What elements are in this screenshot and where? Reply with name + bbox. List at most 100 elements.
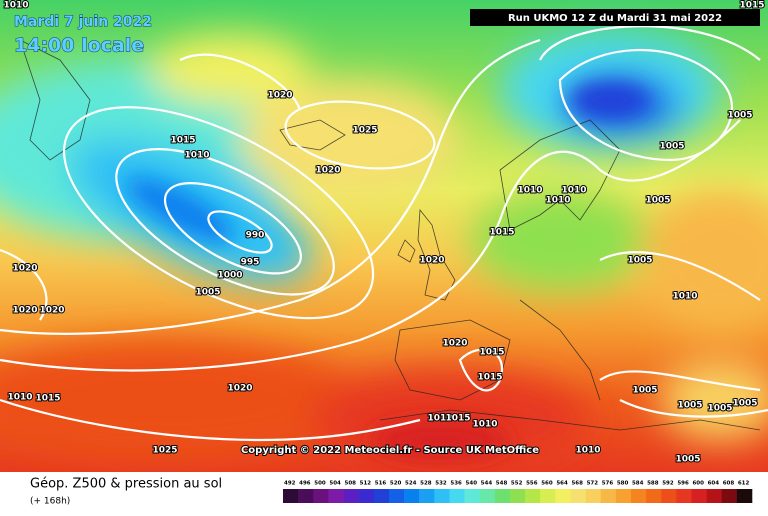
colorbar-cell bbox=[509, 489, 526, 503]
isobar-label: 1015 bbox=[739, 1, 764, 11]
colorbar-label: 560 bbox=[541, 481, 553, 487]
colorbar-label: 536 bbox=[450, 481, 462, 487]
colorbar-label: 512 bbox=[360, 481, 372, 487]
isobar bbox=[539, 25, 761, 61]
coastline bbox=[379, 409, 761, 431]
colorbar-cell bbox=[358, 489, 375, 503]
isobar bbox=[284, 100, 436, 170]
colorbar-cell bbox=[328, 489, 344, 503]
field-blobs bbox=[0, 30, 768, 470]
isobar-label: 1025 bbox=[152, 446, 177, 456]
field-blob bbox=[126, 177, 234, 243]
isobar-label: 1020 bbox=[39, 306, 64, 316]
isobar-label: 1010 bbox=[184, 151, 209, 161]
isobar-label: 1020 bbox=[12, 264, 37, 274]
isobar-label: 1010 bbox=[561, 186, 586, 196]
colorbar-label: 524 bbox=[405, 481, 417, 487]
isobar-label: 1020 bbox=[227, 384, 252, 394]
field-blob bbox=[640, 190, 768, 330]
isobar bbox=[619, 399, 768, 418]
colorbar-cell bbox=[494, 489, 511, 503]
isobar bbox=[0, 119, 741, 372]
copyright: Copyright © 2022 Meteociel.fr - Source U… bbox=[241, 445, 539, 456]
colorbar-label: 508 bbox=[345, 481, 357, 487]
isobar bbox=[458, 348, 503, 392]
coastline bbox=[519, 299, 601, 401]
isobar-label: 1010 bbox=[575, 446, 600, 456]
colorbar-label: 608 bbox=[723, 481, 735, 487]
isobar-label: 1010 bbox=[672, 292, 697, 302]
colorbar-cell bbox=[570, 489, 586, 503]
isobar-label: 1005 bbox=[627, 256, 652, 266]
colorbar-label: 580 bbox=[617, 481, 629, 487]
isobar-label: 1020 bbox=[12, 306, 37, 316]
colorbar-label: 556 bbox=[526, 481, 538, 487]
colorbar-cell bbox=[283, 489, 299, 503]
coastline bbox=[397, 239, 416, 263]
isobar-label: 1010 bbox=[517, 186, 542, 196]
isobar-label: 1015 bbox=[35, 394, 60, 404]
legend-subtitle: (+ 168h) bbox=[30, 497, 70, 507]
isobar-label: 1020 bbox=[267, 91, 292, 101]
isobar-label: 1020 bbox=[419, 256, 444, 266]
field-blob bbox=[570, 82, 650, 118]
colorbar-cell bbox=[721, 489, 738, 503]
isobar bbox=[62, 106, 375, 320]
forecast-time: 14:00 locale bbox=[14, 35, 144, 57]
field-cores bbox=[126, 82, 650, 460]
colorbar-cell bbox=[691, 489, 707, 503]
colorbar: 492 496 500 504 508 512 516 520 524 528 532 536 540 5… bbox=[283, 481, 753, 503]
colorbar-label: 576 bbox=[602, 481, 614, 487]
colorbar-label: 588 bbox=[647, 481, 659, 487]
colorbar-cell bbox=[706, 489, 723, 503]
colorbar-cell bbox=[404, 489, 420, 503]
isobar-label: 1010 bbox=[7, 393, 32, 403]
colorbar-cell bbox=[600, 489, 617, 503]
isobar-label: 1005 bbox=[645, 196, 670, 206]
forecast-date: Mardi 7 juin 2022 bbox=[14, 14, 152, 30]
colorbar-label: 504 bbox=[329, 481, 341, 487]
colorbar-cell bbox=[479, 489, 496, 503]
colorbar-label: 584 bbox=[632, 481, 644, 487]
colorbar-cell bbox=[464, 489, 480, 503]
isobar-label: 1000 bbox=[217, 271, 242, 281]
isobar-label: 1015 bbox=[445, 414, 470, 424]
isobar-labels: 1010 101510201025101510101020990995100010… bbox=[2, 0, 765, 466]
colorbar-cell bbox=[540, 489, 556, 503]
run-info: Run UKMO 12 Z du Mardi 31 mai 2022 bbox=[508, 13, 722, 24]
colorbar-cell bbox=[646, 489, 662, 503]
isobar bbox=[163, 181, 302, 275]
field-blob bbox=[370, 420, 510, 460]
isobar-label: 1015 bbox=[489, 228, 514, 238]
isobars bbox=[0, 25, 768, 442]
colorbar-label: 528 bbox=[420, 481, 432, 487]
colorbar-label: 516 bbox=[375, 481, 387, 487]
isobar bbox=[558, 48, 733, 162]
isobar-label: 1010 bbox=[472, 420, 497, 430]
coastline bbox=[279, 119, 346, 151]
coastlines bbox=[19, 39, 761, 431]
isobar-label: 1015 bbox=[477, 373, 502, 383]
isobar bbox=[115, 148, 335, 296]
field-blob bbox=[150, 35, 310, 105]
isobar bbox=[0, 38, 541, 335]
colorbar-label: 544 bbox=[481, 481, 493, 487]
map-field: Run UKMO 12 Z du Mardi 31 mai 2022 Mardi… bbox=[0, 0, 768, 472]
colorbar-cell bbox=[630, 489, 647, 503]
colorbar-label: 596 bbox=[677, 481, 689, 487]
isobar-label: 1005 bbox=[677, 401, 702, 411]
isobar bbox=[0, 248, 48, 321]
colorbar-cell bbox=[449, 489, 465, 503]
colorbar-label: 500 bbox=[314, 481, 326, 487]
colorbar-cell bbox=[313, 489, 329, 503]
isobar-label: 1005 bbox=[707, 404, 732, 414]
colorbar-cell bbox=[388, 489, 405, 503]
colorbar-cell bbox=[525, 489, 541, 503]
colorbar-cell bbox=[615, 489, 632, 503]
field-blob bbox=[240, 80, 460, 200]
colorbar-label: 492 bbox=[284, 481, 296, 487]
colorbar-label: 548 bbox=[496, 481, 508, 487]
isobar bbox=[599, 370, 761, 392]
